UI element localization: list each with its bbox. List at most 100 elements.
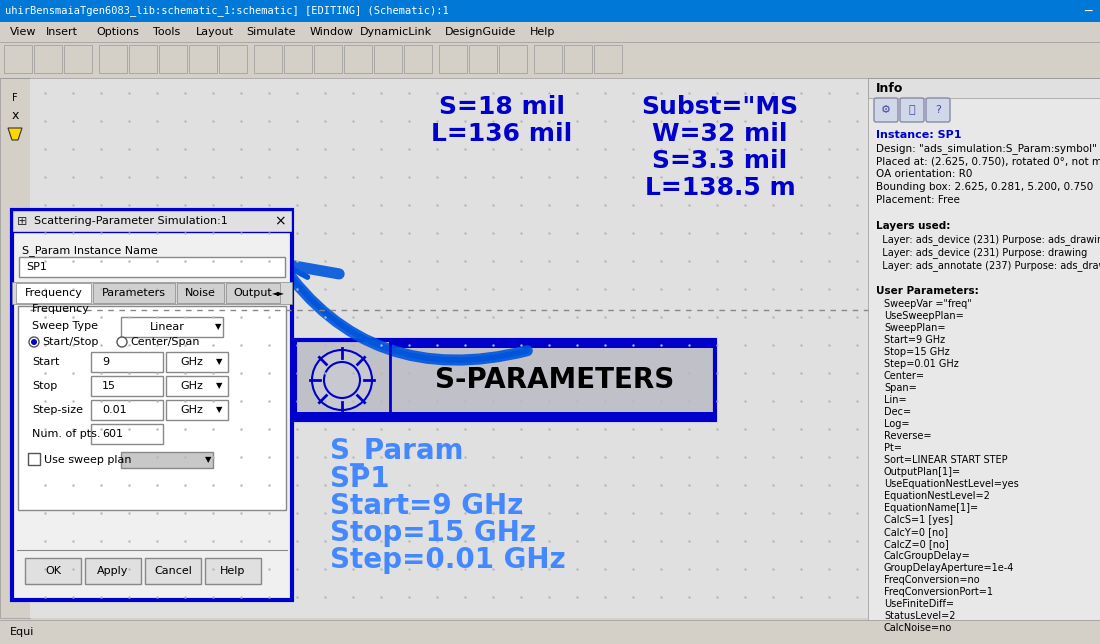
Text: CalcGroupDelay=: CalcGroupDelay= xyxy=(884,551,970,561)
Text: ◄►: ◄► xyxy=(272,289,285,298)
Text: Help: Help xyxy=(220,566,245,576)
Text: Layers used:: Layers used: xyxy=(876,221,950,231)
Text: DynamicLink: DynamicLink xyxy=(360,27,432,37)
Text: F: F xyxy=(12,93,18,103)
Text: Sort=LINEAR START STEP: Sort=LINEAR START STEP xyxy=(884,455,1008,465)
FancyBboxPatch shape xyxy=(389,340,715,348)
Text: View: View xyxy=(10,27,36,37)
Text: S=3.3 mil: S=3.3 mil xyxy=(652,149,788,173)
Text: EquationNestLevel=2: EquationNestLevel=2 xyxy=(884,491,990,501)
FancyBboxPatch shape xyxy=(926,98,950,122)
Text: Sweep Type: Sweep Type xyxy=(32,321,98,331)
Text: UseEquationNestLevel=yes: UseEquationNestLevel=yes xyxy=(884,479,1019,489)
Text: Options: Options xyxy=(96,27,139,37)
FancyBboxPatch shape xyxy=(85,558,141,584)
Text: Center/Span: Center/Span xyxy=(130,337,199,347)
Text: Layer: ads_device (231) Purpose: drawing: Layer: ads_device (231) Purpose: drawing xyxy=(876,247,1087,258)
Text: Bounding box: 2.625, 0.281, 5.200, 0.750: Bounding box: 2.625, 0.281, 5.200, 0.750 xyxy=(876,182,1093,192)
FancyBboxPatch shape xyxy=(868,78,1100,638)
Text: Design: "ads_simulation:S_Param:symbol": Design: "ads_simulation:S_Param:symbol" xyxy=(876,143,1097,154)
FancyBboxPatch shape xyxy=(314,45,342,73)
Text: 0.01: 0.01 xyxy=(102,405,126,415)
FancyBboxPatch shape xyxy=(439,45,468,73)
Text: Insert: Insert xyxy=(46,27,78,37)
Text: User Parameters:: User Parameters: xyxy=(876,286,979,296)
Text: Frequency: Frequency xyxy=(32,304,90,314)
FancyBboxPatch shape xyxy=(295,340,715,420)
FancyArrowPatch shape xyxy=(280,262,527,360)
Text: EquationName[1]=: EquationName[1]= xyxy=(884,503,978,513)
Text: Step-size: Step-size xyxy=(32,405,82,415)
Text: L=136 mil: L=136 mil xyxy=(431,122,573,146)
FancyBboxPatch shape xyxy=(166,400,228,420)
Text: Span=: Span= xyxy=(884,383,916,393)
Text: CalcZ=0 [no]: CalcZ=0 [no] xyxy=(884,539,948,549)
FancyBboxPatch shape xyxy=(0,42,1100,78)
Text: S=18 mil: S=18 mil xyxy=(439,95,565,119)
Text: DesignGuide: DesignGuide xyxy=(446,27,516,37)
Text: Parameters: Parameters xyxy=(102,288,166,298)
FancyBboxPatch shape xyxy=(121,452,213,468)
Text: Output: Output xyxy=(233,288,273,298)
Text: S_Param: S_Param xyxy=(330,438,463,466)
Text: OA orientation: R0: OA orientation: R0 xyxy=(876,169,972,179)
Text: Pt=: Pt= xyxy=(884,443,902,453)
Text: Layer: ads_annotate (237) Purpose: ads_drawing4: Layer: ads_annotate (237) Purpose: ads_d… xyxy=(876,260,1100,271)
FancyBboxPatch shape xyxy=(874,98,898,122)
FancyBboxPatch shape xyxy=(0,620,1100,644)
Text: CalcY=0 [no]: CalcY=0 [no] xyxy=(884,527,948,537)
Text: GroupDelayAperture=1e-4: GroupDelayAperture=1e-4 xyxy=(884,563,1014,573)
FancyBboxPatch shape xyxy=(121,317,223,337)
FancyBboxPatch shape xyxy=(219,45,248,73)
Text: CalcS=1 [yes]: CalcS=1 [yes] xyxy=(884,515,953,525)
FancyBboxPatch shape xyxy=(284,45,312,73)
FancyBboxPatch shape xyxy=(254,45,282,73)
Text: OK: OK xyxy=(45,566,60,576)
Text: Stop: Stop xyxy=(32,381,57,391)
Text: Info: Info xyxy=(876,82,903,95)
Text: 9: 9 xyxy=(102,357,109,367)
FancyBboxPatch shape xyxy=(166,376,228,396)
Text: SP1: SP1 xyxy=(330,465,389,493)
Text: SweepVar ="freq": SweepVar ="freq" xyxy=(884,299,971,309)
FancyBboxPatch shape xyxy=(12,210,292,600)
Circle shape xyxy=(312,350,372,410)
Text: S-PARAMETERS: S-PARAMETERS xyxy=(436,366,674,394)
FancyBboxPatch shape xyxy=(28,453,40,465)
Text: Noise: Noise xyxy=(185,288,216,298)
FancyBboxPatch shape xyxy=(91,352,163,372)
Text: Use sweep plan: Use sweep plan xyxy=(44,455,132,465)
Text: Cancel: Cancel xyxy=(154,566,191,576)
FancyBboxPatch shape xyxy=(91,400,163,420)
FancyBboxPatch shape xyxy=(226,283,280,303)
FancyBboxPatch shape xyxy=(94,283,175,303)
Text: Frequency: Frequency xyxy=(24,288,82,298)
Text: L=138.5 m: L=138.5 m xyxy=(645,176,795,200)
FancyBboxPatch shape xyxy=(469,45,497,73)
FancyBboxPatch shape xyxy=(564,45,592,73)
Text: Stop=15 GHz: Stop=15 GHz xyxy=(884,347,949,357)
Text: uhirBensmaiaTgen6083_lib:schematic_1:schematic] [EDITING] (Schematic):1: uhirBensmaiaTgen6083_lib:schematic_1:sch… xyxy=(6,6,449,17)
Text: Simulate: Simulate xyxy=(246,27,296,37)
Text: Placement: Free: Placement: Free xyxy=(876,195,960,205)
Text: Apply: Apply xyxy=(97,566,129,576)
Text: GHz: GHz xyxy=(180,405,202,415)
FancyBboxPatch shape xyxy=(344,45,372,73)
Text: 601: 601 xyxy=(102,429,123,439)
FancyBboxPatch shape xyxy=(295,412,715,420)
Circle shape xyxy=(31,339,37,345)
Text: ▼: ▼ xyxy=(216,406,222,415)
Text: Subst="MS: Subst="MS xyxy=(641,95,799,119)
FancyBboxPatch shape xyxy=(91,424,163,444)
Text: ×: × xyxy=(274,214,286,228)
Text: Step=0.01 GHz: Step=0.01 GHz xyxy=(884,359,959,369)
Text: Instance: SP1: Instance: SP1 xyxy=(876,130,961,140)
FancyBboxPatch shape xyxy=(534,45,562,73)
Text: ?: ? xyxy=(935,105,940,115)
Text: Start: Start xyxy=(32,357,59,367)
Text: Log=: Log= xyxy=(884,419,910,429)
Text: OutputPlan[1]=: OutputPlan[1]= xyxy=(884,467,961,477)
FancyBboxPatch shape xyxy=(166,352,228,372)
Text: 🖨: 🖨 xyxy=(909,105,915,115)
Text: GHz: GHz xyxy=(180,381,202,391)
